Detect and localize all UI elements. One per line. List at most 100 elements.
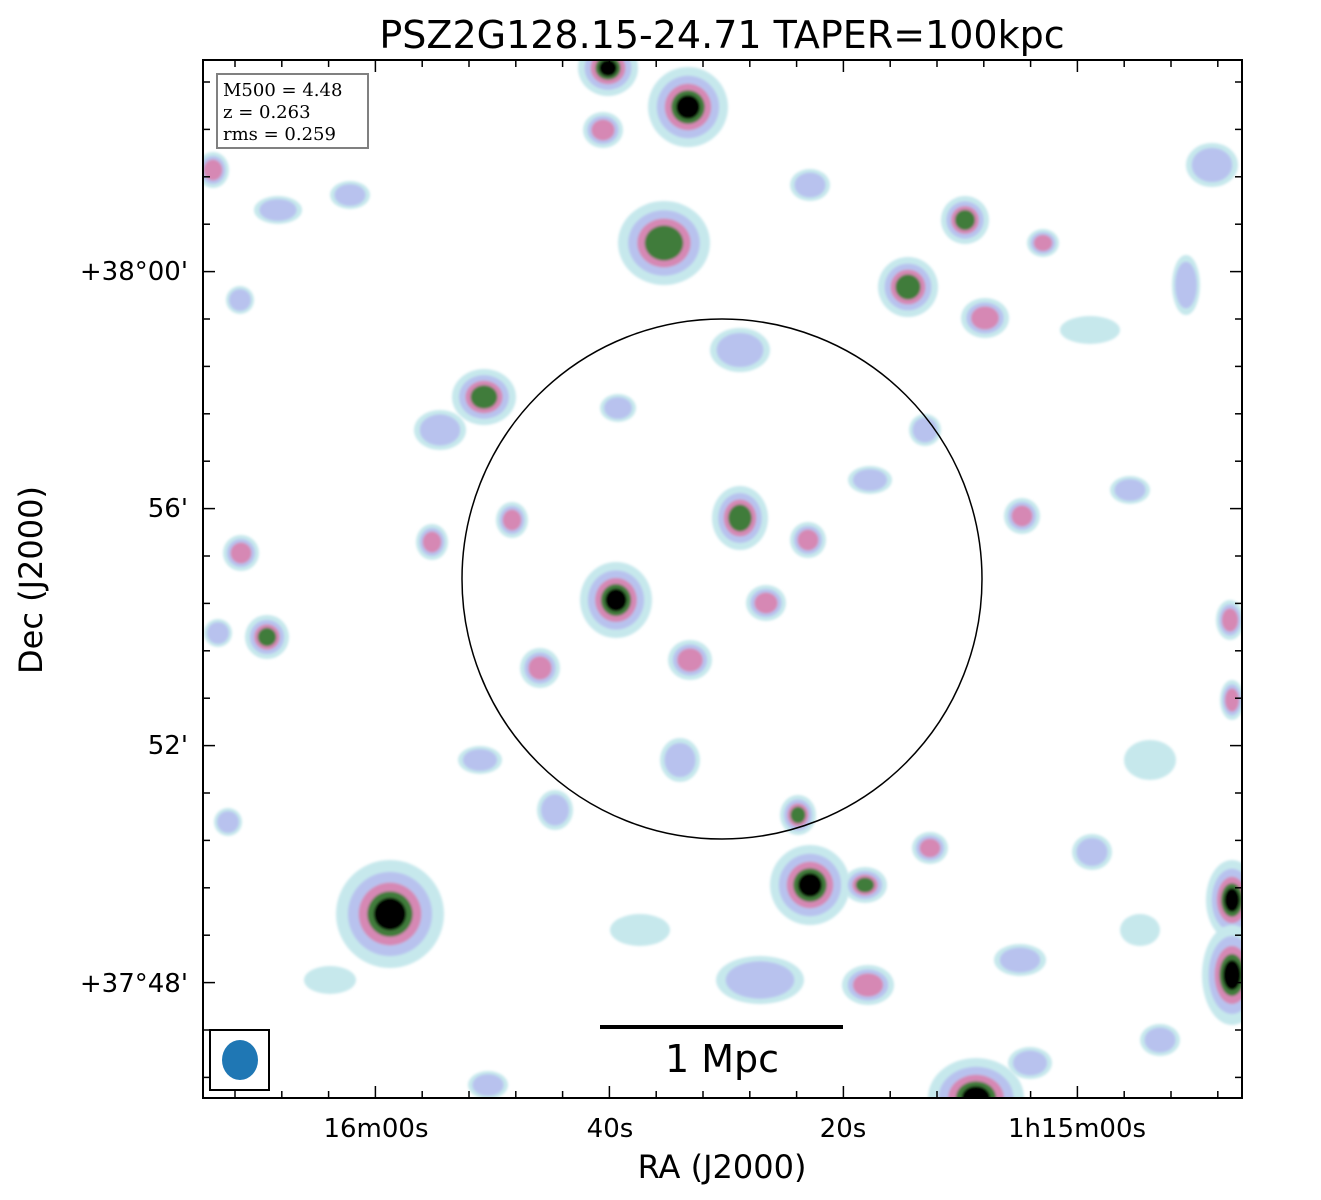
contour-level — [644, 225, 684, 261]
radio-source — [994, 944, 1046, 976]
contour-level — [603, 397, 633, 419]
radio-source — [203, 152, 229, 188]
contour-level — [1124, 740, 1176, 780]
radio-source — [878, 257, 938, 317]
radio-source — [245, 615, 289, 659]
radio-source — [648, 67, 728, 147]
x-tick-label: 16m00s — [323, 1114, 428, 1144]
contour-level — [1120, 914, 1160, 946]
y-tick-label: 52' — [148, 731, 188, 761]
contour-level — [610, 914, 670, 946]
image-panel — [203, 60, 1242, 1098]
radio-source — [468, 1071, 508, 1098]
info-mass: M500 = 4.48 — [223, 80, 342, 101]
radio-source — [618, 201, 710, 285]
info-box: M500 = 4.48 z = 0.263 rms = 0.259 — [216, 73, 369, 149]
contour-level — [1033, 234, 1053, 252]
contour-level — [257, 627, 277, 647]
contour-level — [728, 504, 752, 532]
radio-source — [716, 956, 804, 1004]
radio-source — [600, 394, 636, 422]
radio-source — [1004, 498, 1040, 534]
beam-ellipse — [222, 1040, 258, 1080]
radio-source — [843, 867, 887, 903]
contour-level — [676, 95, 700, 119]
contour-level — [422, 531, 442, 553]
contour-level — [502, 509, 522, 531]
radio-source — [416, 524, 448, 560]
contour-level — [599, 60, 617, 77]
radio-source — [842, 965, 894, 1005]
emission-map — [203, 60, 1242, 1098]
contour-level — [919, 838, 941, 858]
info-redshift: z = 0.263 — [223, 102, 311, 123]
radio-source — [578, 60, 638, 96]
radio-source — [1110, 476, 1150, 504]
contour-level — [912, 417, 938, 443]
contour-level — [1225, 688, 1239, 712]
contour-level — [1144, 1027, 1176, 1053]
radio-source — [1060, 316, 1120, 344]
plot-frame — [202, 59, 1243, 1099]
radio-source — [452, 369, 516, 425]
contour-level — [304, 966, 356, 994]
contour-level — [1012, 1050, 1048, 1076]
radio-source — [770, 845, 850, 925]
contour-level — [462, 749, 498, 771]
radio-source — [226, 286, 254, 314]
x-tick-label: 20s — [820, 1114, 867, 1144]
radio-source — [746, 585, 786, 621]
radio-source — [520, 648, 560, 688]
radio-source — [668, 640, 712, 680]
contour-level — [1191, 147, 1233, 183]
contour-level — [207, 622, 229, 644]
contour-level — [334, 184, 366, 206]
contour-level — [716, 332, 764, 368]
contour-level — [895, 274, 921, 300]
radio-source — [214, 808, 242, 836]
contour-level — [528, 656, 552, 680]
radio-source — [712, 486, 768, 550]
radio-source — [780, 795, 816, 835]
radio-source — [790, 169, 830, 201]
tick-marks — [203, 60, 1242, 1098]
y-tick-label: +37°48' — [80, 969, 188, 999]
x-tick-label: 40s — [587, 1114, 634, 1144]
radio-source — [1027, 229, 1059, 257]
contour-level — [677, 648, 703, 672]
contour-level — [852, 469, 888, 491]
contour-level — [1060, 316, 1120, 344]
radio-source — [336, 860, 444, 968]
contour-level — [419, 414, 461, 446]
radio-source — [660, 738, 700, 782]
radio-source — [1172, 255, 1200, 315]
contour-level — [472, 1074, 504, 1096]
radio-source — [330, 181, 370, 209]
contour-level — [217, 811, 239, 833]
contour-level — [230, 542, 252, 564]
radio-source — [1220, 680, 1242, 720]
contour-level — [259, 199, 297, 221]
scale-bar-label: 1 Mpc — [665, 1037, 779, 1081]
radio-source — [580, 562, 652, 638]
contour-level — [470, 385, 498, 409]
chart-title: PSZ2G128.15-24.71 TAPER=100kpc — [379, 13, 1064, 57]
contour-level — [1114, 479, 1146, 501]
radio-source — [1072, 834, 1112, 870]
radio-source — [710, 328, 770, 372]
contour-level — [1221, 608, 1239, 632]
radio-source — [1008, 1047, 1052, 1079]
contour-level — [798, 873, 822, 897]
scale-bar: 1 Mpc — [600, 1025, 843, 1081]
radio-source — [928, 1058, 1024, 1098]
radio-source — [961, 298, 1009, 338]
contour-level — [754, 592, 778, 614]
radio-source — [537, 790, 573, 830]
contour-level — [954, 209, 976, 231]
radio-source — [909, 414, 941, 446]
radio-source — [496, 502, 528, 538]
contour-level — [971, 306, 999, 330]
contour-level — [855, 877, 875, 893]
contour-level — [797, 529, 819, 551]
contour-level — [1223, 960, 1241, 990]
